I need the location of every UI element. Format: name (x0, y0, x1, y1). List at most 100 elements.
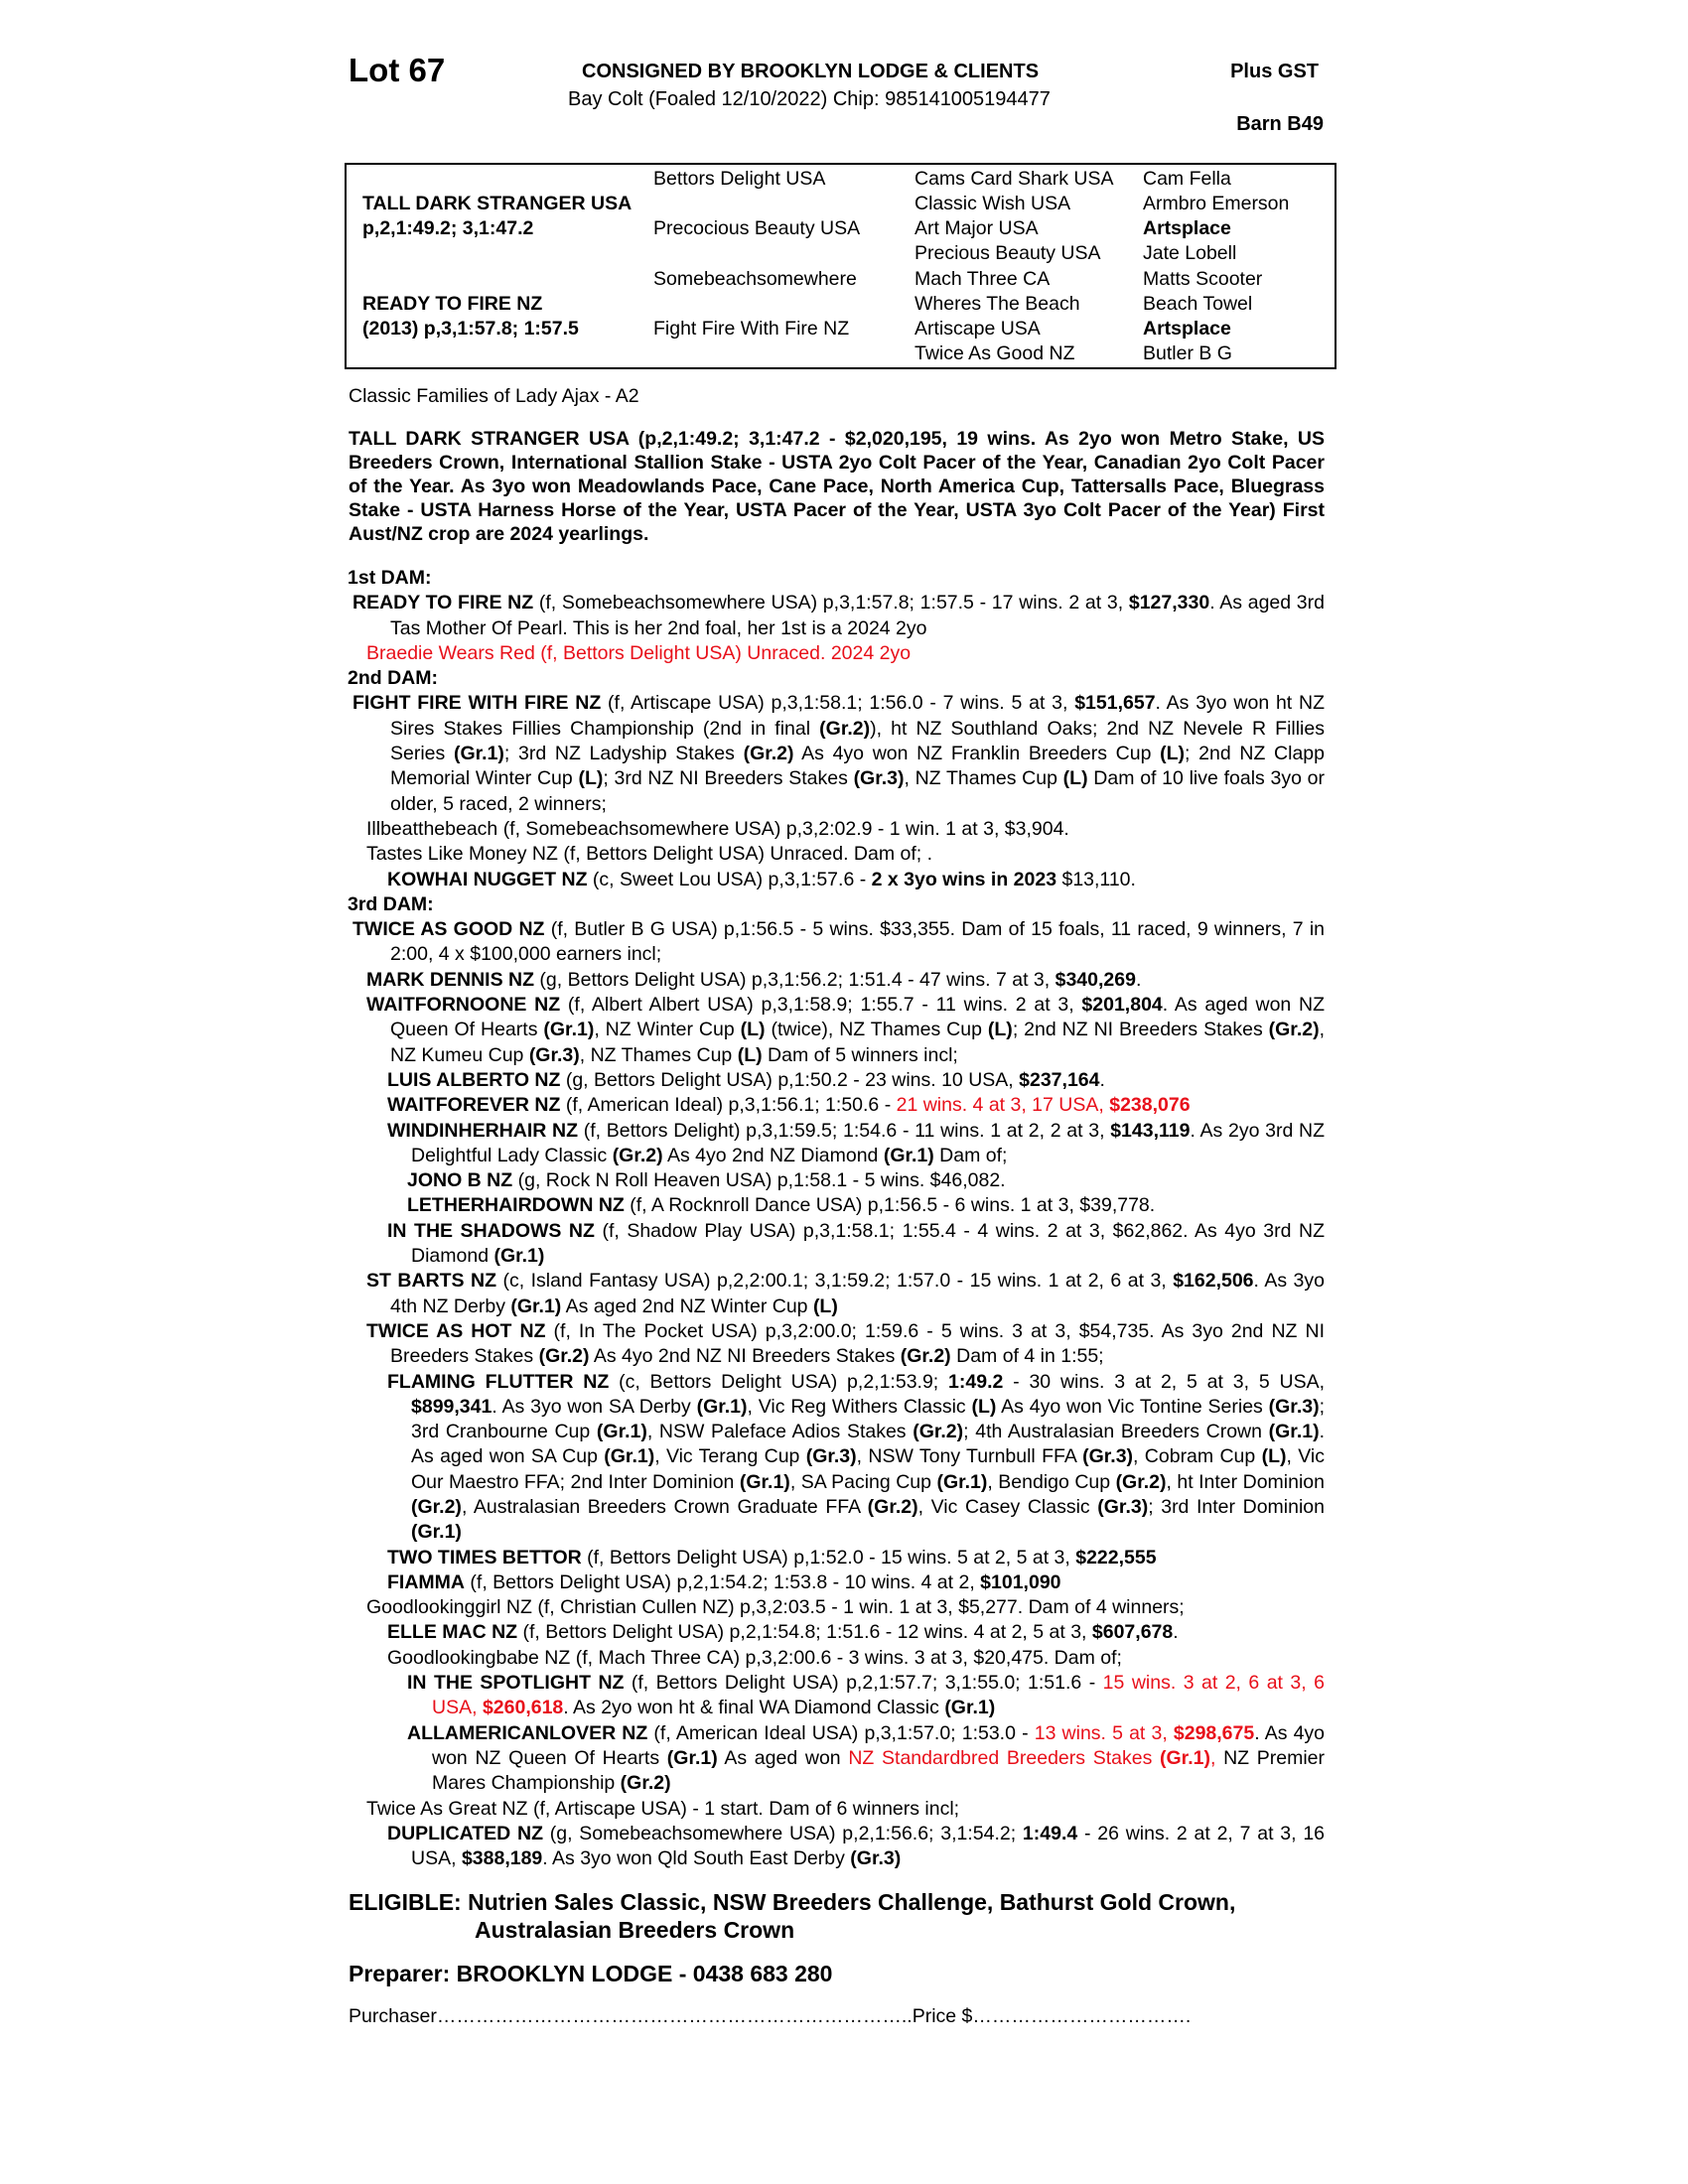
pedigree-entry: DUPLICATED NZ (g, Somebeachsomewhere USA… (348, 1822, 1325, 1872)
text: (f, Bettors Delight USA) p,2,1:54.8; 1:5… (517, 1621, 1092, 1644)
text: Tastes Like Money NZ (f, Bettors Delight… (366, 843, 933, 866)
highlighted-text: 21 wins. 4 at 3, 17 USA, (896, 1094, 1110, 1117)
bold-text: (L) (1261, 1445, 1287, 1468)
bold-text: (Gr.1) (696, 1395, 748, 1418)
bold-text: (Gr.1) (666, 1746, 718, 1769)
pedigree-entry: TWICE AS HOT NZ (f, In The Pocket USA) p… (348, 1319, 1325, 1370)
text: (f, Bettors Delight USA) p,2,1:57.7; 3,1… (624, 1672, 1103, 1695)
bold-text: (L) (740, 1019, 766, 1041)
text: . (1135, 968, 1142, 991)
text: , Australasian Breeders Crown Graduate F… (461, 1495, 868, 1518)
pedigree-entry: Twice As Great NZ (f, Artiscape USA) - 1… (348, 1797, 1325, 1822)
bold-text: (Gr.2) (900, 1345, 951, 1368)
text: (g, Rock N Roll Heaven USA) p,1:58.1 - 5… (512, 1169, 1006, 1192)
bold-text: (Gr.1) (543, 1019, 595, 1041)
pedigree-dam: READY TO FIRE NZ (362, 293, 543, 315)
highlighted-text: 15 wins. 3 at 2, 6 at 3, 6 USA, (432, 1672, 1325, 1719)
bold-text: (L) (1062, 767, 1088, 790)
text: , Cobram Cup (1133, 1445, 1262, 1468)
text: - 30 wins. 3 at 2, 5 at 3, 5 USA, (1003, 1370, 1326, 1393)
pedigree-gen4: Jate Lobell (1143, 242, 1237, 264)
pedigree-entry: WAITFOREVER NZ (f, American Ideal) p,3,1… (348, 1093, 1325, 1118)
bold-text: (Gr.2) (612, 1144, 663, 1166)
pedigree-dam-record: (2013) p,3,1:57.8; 1:57.5 (362, 318, 579, 340)
text: (f, Bettors Delight) p,3,1:59.5; 1:54.6 … (578, 1119, 1111, 1142)
bold-text: $388,189 (461, 1847, 543, 1870)
plus-gst: Plus GST (1230, 61, 1319, 82)
text: , NSW Tony Turnbull FFA (856, 1445, 1083, 1468)
bold-text: $222,555 (1075, 1546, 1157, 1569)
bold-text: 1:49.2 (948, 1370, 1004, 1393)
bold-text: (Gr.2) (1268, 1019, 1320, 1041)
pedigree-entry: IN THE SPOTLIGHT NZ (f, Bettors Delight … (348, 1671, 1325, 1721)
bold-text: WINDINHERHAIR NZ (387, 1119, 579, 1142)
bold-text: JONO B NZ (407, 1169, 513, 1192)
text: , NZ Kumeu Cup (390, 1019, 1325, 1066)
text: (c, Bettors Delight USA) p,2,1:53.9; (609, 1370, 949, 1393)
pedigree-entry: Goodlookinggirl NZ (f, Christian Cullen … (348, 1595, 1325, 1620)
bold-text: $151,657 (1074, 692, 1156, 715)
pedigree-gen4: Butler B G (1143, 342, 1232, 364)
pedigree-gen4: Artsplace (1143, 217, 1231, 239)
pedigree-damsire: Somebeachsomewhere (653, 268, 857, 290)
bold-text: KOWHAI NUGGET NZ (387, 868, 588, 890)
bold-text: $237,164 (1019, 1068, 1100, 1091)
bold-text: (Gr.1) (739, 1470, 790, 1493)
text: , Vic Terang Cup (654, 1445, 806, 1468)
text: , NSW Paleface Adios Stakes (646, 1421, 914, 1443)
pedigree-entry: KOWHAI NUGGET NZ (c, Sweet Lou USA) p,3,… (348, 868, 1325, 892)
text: . As 2yo won ht & final WA Diamond Class… (563, 1697, 945, 1719)
text: . (1099, 1068, 1105, 1091)
text: As aged won (717, 1746, 849, 1769)
text: (c, Sweet Lou USA) p,3,1:57.6 - (587, 868, 872, 890)
highlighted-text: $238,076 (1109, 1094, 1191, 1117)
pedigree-grandsire: Bettors Delight USA (653, 168, 826, 190)
purchaser-price-line: Purchaser………………………………………………………………..Price… (349, 2005, 1192, 2027)
pedigree-gen4: Beach Towel (1143, 293, 1253, 315)
pedigree-entry: IN THE SHADOWS NZ (f, Shadow Play USA) p… (348, 1219, 1325, 1270)
horse-description: Bay Colt (Foaled 12/10/2022) Chip: 98514… (568, 88, 1051, 110)
pedigree-gen4: Matts Scooter (1143, 268, 1263, 290)
text: , Vic Our Maestro FFA; 2nd Inter Dominio… (411, 1445, 1325, 1493)
highlighted-text: , (1209, 1746, 1216, 1769)
bold-text: FLAMING FLUTTER NZ (387, 1370, 610, 1393)
text: Dam of 5 winners incl; (762, 1043, 958, 1066)
bold-text: (L) (812, 1295, 838, 1317)
text: , Bendigo Cup (987, 1470, 1116, 1493)
text: (f, American Ideal) p,3,1:56.1; 1:50.6 - (560, 1094, 897, 1117)
highlighted-text: (Gr.1) (1160, 1746, 1210, 1769)
pedigree-entry: WAITFORNOONE NZ (f, Albert Albert USA) p… (348, 993, 1325, 1068)
text: , NZ Thames Cup (904, 767, 1063, 790)
bold-text: (Gr.2) (1115, 1470, 1167, 1493)
bold-text: LUIS ALBERTO NZ (387, 1068, 561, 1091)
text: (f, Somebeachsomewhere USA) p,3,1:57.8; … (533, 592, 1129, 614)
pedigree-entry: Braedie Wears Red (f, Bettors Delight US… (348, 641, 1325, 666)
text: ; 3rd Cranbourne Cup (411, 1395, 1325, 1443)
text: (f, Butler B G USA) p,1:56.5 - 5 wins. $… (390, 918, 1325, 966)
pedigree-entry: TWICE AS GOOD NZ (f, Butler B G USA) p,1… (348, 917, 1325, 968)
pedigree-gen3: Wheres The Beach (914, 293, 1080, 315)
text: Goodlookingbabe NZ (f, Mach Three CA) p,… (387, 1646, 1122, 1669)
highlighted-text: 13 wins. 5 at 3, (1034, 1721, 1174, 1744)
bold-text: (Gr.1) (411, 1521, 462, 1544)
bold-text: LETHERHAIRDOWN NZ (407, 1194, 625, 1217)
bold-text: $127,330 (1128, 592, 1210, 614)
text: As 4yo won Vic Tontine Series (996, 1395, 1269, 1418)
dam-lines: 1st DAM: READY TO FIRE NZ (f, Somebeachso… (348, 566, 1325, 1871)
pedigree-sire-record: p,2,1:49.2; 3,1:47.2 (362, 217, 534, 239)
pedigree-entry: LUIS ALBERTO NZ (g, Bettors Delight USA)… (348, 1068, 1325, 1093)
bold-text: (Gr.1) (1268, 1421, 1320, 1443)
pedigree-entry: TWO TIMES BETTOR (f, Bettors Delight USA… (348, 1546, 1325, 1570)
pedigree-entry: Illbeatthebeach (f, Somebeachsomewhere U… (348, 817, 1325, 842)
bold-text: (Gr.1) (453, 743, 504, 765)
bold-text: $162,506 (1173, 1270, 1254, 1293)
eligible-line-2: Australasian Breeders Crown (475, 1917, 795, 1943)
bold-text: TWICE AS GOOD NZ (352, 918, 545, 941)
bold-text: TWICE AS HOT NZ (366, 1319, 546, 1342)
bold-text: (Gr.3) (850, 1847, 902, 1870)
pedigree-entry: ST BARTS NZ (c, Island Fantasy USA) p,2,… (348, 1269, 1325, 1319)
pedigree-entry: MARK DENNIS NZ (g, Bettors Delight USA) … (348, 968, 1325, 993)
bold-text: MARK DENNIS NZ (366, 968, 534, 991)
bold-text: READY TO FIRE NZ (352, 592, 534, 614)
text: (f, Artiscape USA) p,3,1:58.1; 1:56.0 - … (601, 692, 1075, 715)
